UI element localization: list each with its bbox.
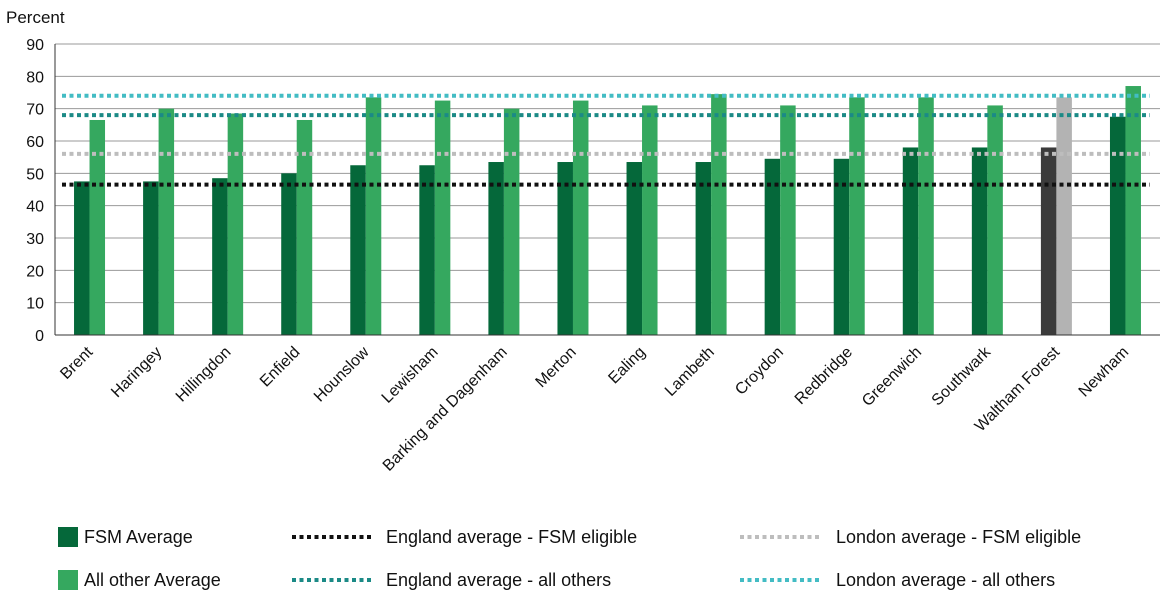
bar-all-other-average xyxy=(1056,97,1072,335)
bar-fsm-average xyxy=(695,162,712,335)
bar-fsm-average xyxy=(488,162,504,335)
bar-fsm-average xyxy=(74,181,90,335)
bar-all-other-average xyxy=(572,100,589,335)
bar-fsm-average xyxy=(1109,116,1126,335)
bar-all-other-average xyxy=(849,97,865,335)
bar-fsm-average xyxy=(764,158,781,335)
y-axis-title: Percent xyxy=(6,8,65,27)
x-tick-label: Redbridge xyxy=(792,344,856,408)
bar-all-other-average xyxy=(780,105,796,335)
legend-label: England average - FSM eligible xyxy=(386,527,637,547)
x-tick-label: Newham xyxy=(1076,344,1133,401)
x-tick-label: Ealing xyxy=(605,344,648,387)
bar-fsm-average xyxy=(902,147,919,335)
bars xyxy=(74,86,1141,336)
bar-all-other-average xyxy=(89,119,106,335)
x-tick-label: Southwark xyxy=(929,343,995,409)
bar-fsm-average xyxy=(212,178,228,335)
y-tick-label: 60 xyxy=(26,134,44,151)
bar-all-other-average xyxy=(434,100,451,335)
x-tick-label: Enfield xyxy=(257,344,304,391)
bar-all-other-average xyxy=(296,119,313,335)
legend-label: London average - FSM eligible xyxy=(836,527,1081,547)
bar-fsm-average xyxy=(626,162,643,335)
y-tick-label: 80 xyxy=(26,69,44,86)
bar-fsm-average xyxy=(971,147,988,335)
bar-fsm-average xyxy=(419,165,435,335)
x-tick-label: Hounslow xyxy=(311,343,373,405)
bar-fsm-average xyxy=(281,173,297,335)
bar-all-other-average xyxy=(365,97,382,335)
legend-label: England average - all others xyxy=(386,570,611,590)
bar-all-other-average xyxy=(158,108,175,336)
bar-all-other-average xyxy=(711,94,727,335)
bar-all-other-average xyxy=(918,97,934,335)
y-tick-label: 30 xyxy=(26,231,44,248)
x-tick-label: Merton xyxy=(533,344,580,391)
legend-label: FSM Average xyxy=(84,527,193,547)
bar-all-other-average xyxy=(227,113,244,336)
bar-fsm-average xyxy=(557,162,573,335)
x-tick-label: Hillingdon xyxy=(173,344,235,406)
bar-all-other-average xyxy=(503,108,520,336)
x-tick-label: Croydon xyxy=(732,344,787,399)
bar-all-other-average xyxy=(1125,86,1141,336)
y-tick-label: 0 xyxy=(35,328,44,345)
legend-label: All other Average xyxy=(84,570,221,590)
y-tick-label: 90 xyxy=(26,37,44,54)
reference-lines xyxy=(62,93,1150,187)
bar-all-other-average xyxy=(987,105,1003,335)
y-tick-label: 10 xyxy=(26,296,44,313)
legend-swatch xyxy=(58,570,78,590)
legend-label: London average - all others xyxy=(836,570,1055,590)
bar-fsm-average xyxy=(1040,147,1057,335)
x-tick-label: Haringey xyxy=(108,344,165,401)
x-tick-label: Lewisham xyxy=(379,344,442,407)
x-tick-label: Brent xyxy=(57,343,96,382)
y-tick-label: 20 xyxy=(26,263,44,280)
legend: FSM Average England average - FSM eligibl… xyxy=(58,527,1081,590)
bar-fsm-average xyxy=(350,165,366,335)
bar-fsm-average xyxy=(833,158,850,335)
bar-fsm-average xyxy=(143,181,159,335)
x-tick-label: Barking and Dagenham xyxy=(380,344,511,475)
y-tick-label: 50 xyxy=(26,166,44,183)
x-tick-label: Lambeth xyxy=(662,344,718,400)
y-tick-label: 70 xyxy=(26,102,44,119)
bar-all-other-average xyxy=(642,105,658,335)
y-tick-label: 40 xyxy=(26,199,44,216)
x-tick-label: Greenwich xyxy=(859,344,925,410)
legend-swatch xyxy=(58,527,78,547)
